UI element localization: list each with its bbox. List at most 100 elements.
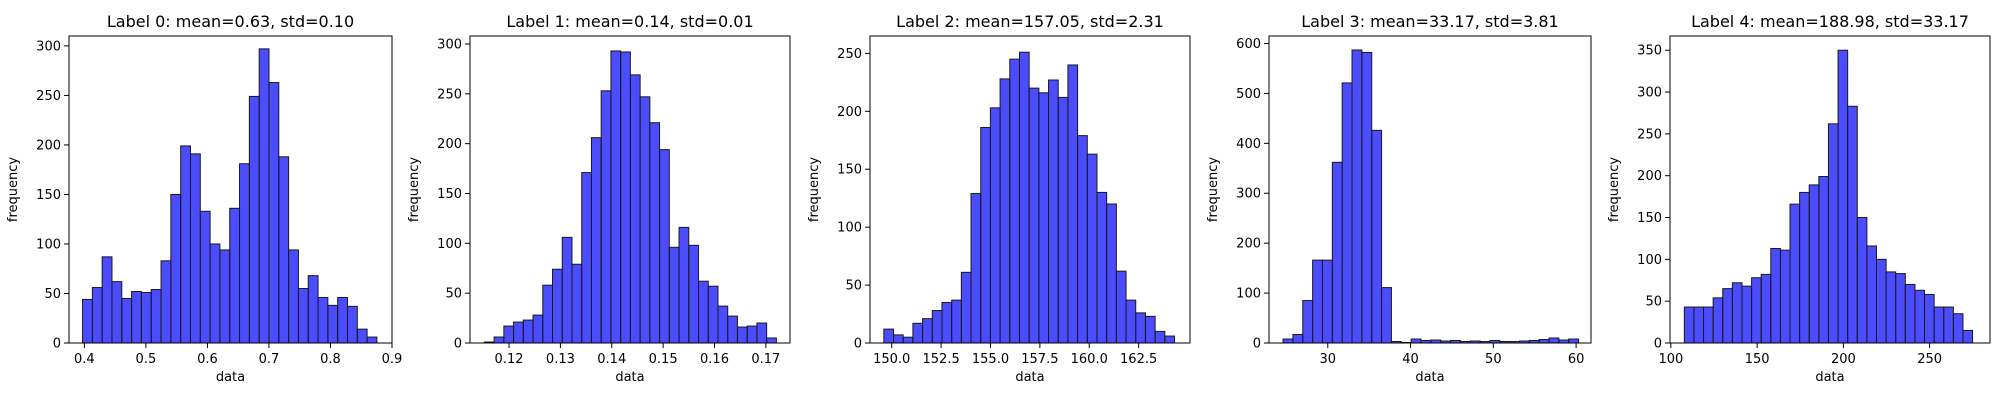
histogram-bar xyxy=(600,90,612,344)
histogram-bar xyxy=(736,326,748,344)
histogram-bar xyxy=(1038,92,1050,344)
histogram-bar xyxy=(571,263,583,344)
y-tick-label: 600 xyxy=(1236,37,1261,52)
histogram-bar xyxy=(1351,49,1363,344)
histogram-bar xyxy=(1381,287,1392,344)
histogram-bar xyxy=(1361,51,1373,344)
histogram-bar xyxy=(912,322,924,344)
x-axis-label: data xyxy=(1015,370,1044,385)
histogram-bar xyxy=(746,325,758,344)
histogram-bar xyxy=(1933,306,1945,344)
y-tick-label: 100 xyxy=(36,237,61,252)
histogram-bar xyxy=(951,299,962,344)
y-tick-label: 200 xyxy=(837,105,862,120)
histogram-bar xyxy=(668,246,680,344)
histogram-bar xyxy=(970,193,982,344)
histogram-bar xyxy=(513,321,524,344)
histogram-bar xyxy=(140,291,152,344)
x-tick-label: 250 xyxy=(1917,352,1942,367)
histogram-bar xyxy=(82,298,93,344)
histogram-bar xyxy=(1808,184,1820,344)
histogram-bar xyxy=(999,78,1011,344)
y-tick-label: 500 xyxy=(1236,87,1261,102)
x-tick-label: 30 xyxy=(1319,352,1336,367)
histogram-bar xyxy=(503,325,515,344)
histogram-bar xyxy=(170,193,182,344)
histogram-bar xyxy=(727,315,738,344)
y-tick-label: 150 xyxy=(1637,211,1662,226)
y-tick-label: 0 xyxy=(854,337,862,352)
histogram-bar xyxy=(1818,176,1829,344)
histogram-bar xyxy=(1712,297,1724,344)
histogram-bar xyxy=(1924,293,1935,344)
histogram-bar xyxy=(707,285,719,344)
y-tick-label: 300 xyxy=(1637,86,1662,101)
y-tick-label: 150 xyxy=(837,163,862,178)
y-tick-label: 150 xyxy=(437,187,462,202)
histogram-bar xyxy=(1067,64,1079,344)
y-tick-label: 200 xyxy=(437,137,462,152)
histogram-bar xyxy=(717,305,729,344)
histogram-bar xyxy=(561,236,573,344)
histogram-bar xyxy=(1048,79,1059,344)
histogram-bar xyxy=(1548,337,1560,344)
y-tick-label: 0 xyxy=(1654,337,1662,352)
histogram-bar xyxy=(941,301,953,344)
histogram-bar xyxy=(1799,191,1810,344)
x-tick-label: 150 xyxy=(1745,352,1770,367)
histogram-bar xyxy=(756,322,768,344)
histogram-bar xyxy=(111,281,123,344)
y-tick-label: 250 xyxy=(837,47,862,62)
histogram-bar xyxy=(532,314,544,344)
histogram-panel-2: 150.0 152.5 155.0 157.5 160.0 162.5 0 50 100 150 2… xyxy=(807,12,1191,385)
histogram-bar xyxy=(1885,271,1897,344)
histogram-bar xyxy=(268,82,280,344)
histogram-bar xyxy=(893,334,904,344)
histogram-bar xyxy=(1125,299,1137,344)
histogram-bar xyxy=(248,95,260,344)
y-tick-label: 150 xyxy=(36,188,61,203)
histogram-panel-4: 100 150 200 250 0 50 100 150 200 250 300 350 Label 4… xyxy=(1607,12,1991,385)
y-tick-label: 0 xyxy=(1253,337,1261,352)
histogram-bar xyxy=(317,296,329,344)
histogram-bar xyxy=(337,296,348,344)
histogram-bar xyxy=(1028,87,1040,344)
histogram-bar xyxy=(101,256,113,344)
y-tick-label: 0 xyxy=(454,337,462,352)
histogram-bar xyxy=(922,318,933,344)
histogram-bar xyxy=(189,153,201,344)
histogram-bar xyxy=(1154,330,1166,344)
histogram-bar xyxy=(1683,306,1695,344)
y-tick-label: 250 xyxy=(1637,127,1662,142)
y-tick-label: 50 xyxy=(445,287,462,302)
histogram-panel-1: 0.12 0.13 0.14 0.15 0.16 0.17 0 50 100 150 200 250 3… xyxy=(407,12,791,385)
y-tick-label: 0 xyxy=(53,337,61,352)
y-tick-label: 200 xyxy=(1637,169,1662,184)
x-tick-label: 0.14 xyxy=(597,352,626,367)
histogram-bar xyxy=(1952,313,1964,344)
x-tick-label: 160.0 xyxy=(1071,352,1108,367)
histogram-bar xyxy=(1722,288,1733,344)
x-axis-label: data xyxy=(1815,370,1844,385)
chart-title: Label 4: mean=188.98, std=33.17 xyxy=(1691,12,1969,31)
y-tick-label: 300 xyxy=(437,37,462,52)
histogram-bar xyxy=(1341,82,1353,344)
x-tick-label: 150.0 xyxy=(873,352,910,367)
histogram-bar xyxy=(366,336,378,344)
x-tick-label: 0.16 xyxy=(700,352,729,367)
histogram-bar xyxy=(1904,283,1916,344)
x-tick-label: 152.5 xyxy=(923,352,960,367)
histogram-bar xyxy=(1371,129,1383,344)
histogram-bar xyxy=(522,319,534,344)
y-tick-label: 100 xyxy=(1236,287,1261,302)
x-tick-label: 157.5 xyxy=(1021,352,1058,367)
x-tick-label: 0.7 xyxy=(259,352,280,367)
x-axis-label: data xyxy=(216,370,245,385)
histogram-bar xyxy=(1847,105,1858,344)
histogram-bar xyxy=(989,107,1001,344)
histogram-bar xyxy=(1962,329,1974,344)
histogram-bar xyxy=(1057,96,1069,344)
chart-title: Label 2: mean=157.05, std=2.31 xyxy=(896,12,1164,31)
x-axis-label: data xyxy=(615,370,644,385)
